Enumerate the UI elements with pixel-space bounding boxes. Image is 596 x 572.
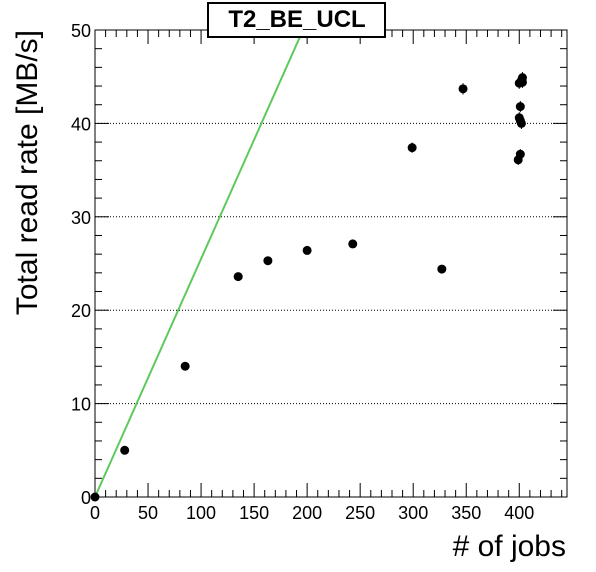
x-tick-label: 100 bbox=[186, 503, 216, 523]
axis-ticks bbox=[94, 29, 567, 498]
x-tick-label: 50 bbox=[138, 503, 158, 523]
data-point bbox=[437, 264, 447, 274]
x-tick-label: 0 bbox=[90, 503, 100, 523]
grid-lines bbox=[95, 122, 567, 405]
y-axis-title: Total read rate [MB/s] bbox=[11, 30, 44, 315]
x-axis-title: # of jobs bbox=[453, 530, 566, 563]
tick-labels: 0 50 100 150 200 250 300 350 400 0 10 20 30 40 50 bbox=[71, 21, 534, 523]
data-point bbox=[120, 445, 130, 455]
data-point bbox=[515, 102, 525, 112]
y-tick-label: 10 bbox=[71, 395, 91, 415]
reference-line-segment bbox=[94, 20, 309, 498]
data-point bbox=[348, 239, 358, 249]
y-tick-label: 40 bbox=[71, 114, 91, 134]
data-point bbox=[407, 143, 417, 153]
data-point bbox=[302, 245, 312, 255]
data-point bbox=[233, 272, 243, 282]
chart-title: T2_BE_UCL bbox=[228, 6, 365, 33]
plot-frame bbox=[94, 29, 568, 498]
y-tick-label: 20 bbox=[71, 301, 91, 321]
data-point bbox=[263, 256, 273, 266]
x-tick-label: 200 bbox=[292, 503, 322, 523]
data-points bbox=[90, 72, 527, 502]
x-tick-label: 150 bbox=[239, 503, 269, 523]
x-tick-label: 250 bbox=[345, 503, 375, 523]
x-tick-label: 300 bbox=[398, 503, 428, 523]
reference-line bbox=[94, 20, 309, 498]
x-tick-label: 350 bbox=[451, 503, 481, 523]
title-box bbox=[207, 2, 386, 38]
data-point bbox=[516, 118, 526, 128]
y-tick-label: 50 bbox=[71, 21, 91, 41]
y-tick-label: 0 bbox=[81, 488, 91, 508]
data-point bbox=[515, 149, 525, 159]
y-tick-label: 30 bbox=[71, 208, 91, 228]
data-point bbox=[180, 361, 190, 371]
data-point bbox=[458, 84, 468, 94]
data-point bbox=[517, 77, 527, 87]
x-tick-label: 400 bbox=[504, 503, 534, 523]
